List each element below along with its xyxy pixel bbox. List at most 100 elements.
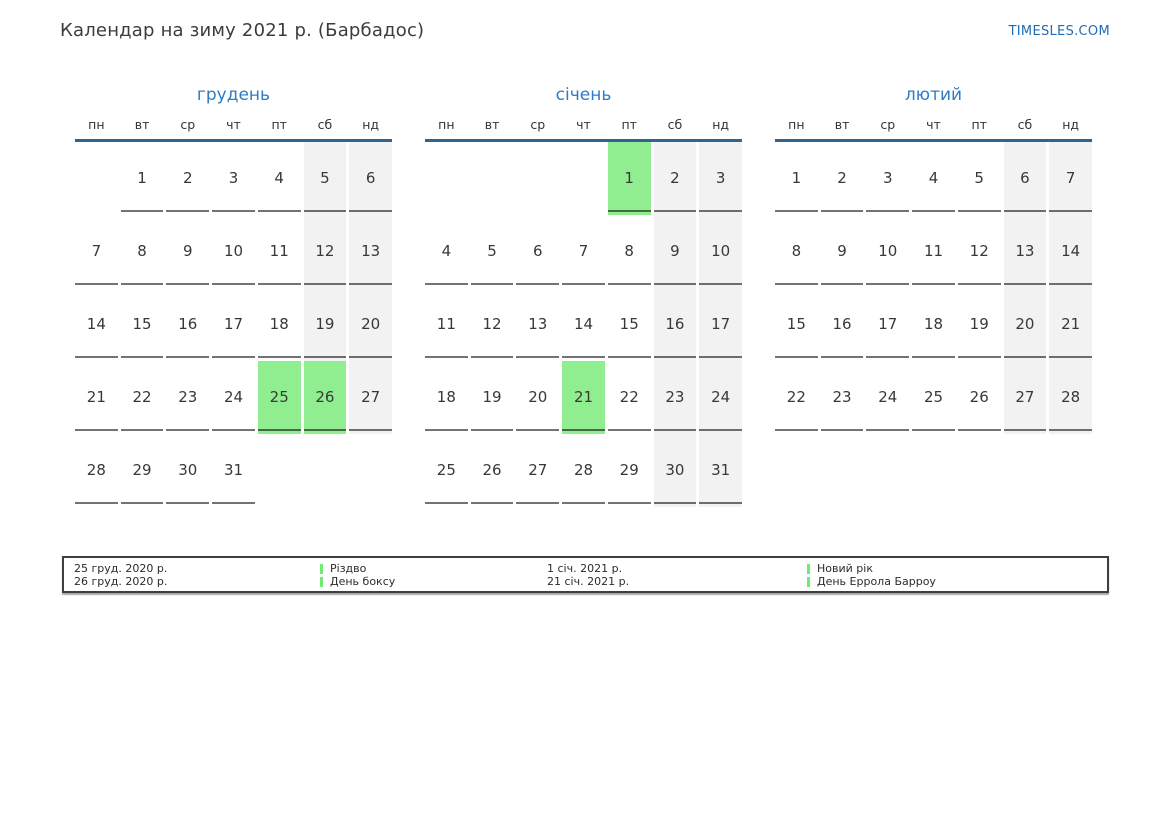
holiday-legend: 25 груд. 2020 р. 26 груд. 2020 р. Різдво Де… [62, 556, 1109, 593]
day-cell: 22 [775, 361, 818, 434]
empty-cell [425, 142, 468, 215]
legend-date: 25 груд. 2020 р. [74, 562, 168, 575]
day-cell: 31 [699, 433, 742, 507]
day-cell: 13 [349, 214, 392, 288]
day-cell: 28 [75, 434, 118, 507]
legend-date: 26 груд. 2020 р. [74, 575, 168, 588]
weekday-label: пн [88, 117, 105, 132]
day-cell: 9 [166, 215, 209, 288]
weekday-label: вт [834, 117, 850, 132]
weekday-underline [75, 139, 392, 142]
day-cell: 2 [166, 142, 209, 215]
day-cell: 24 [866, 361, 909, 434]
holiday-name: День Еррола Барроу [817, 575, 936, 588]
day-cell: 8 [607, 215, 651, 288]
weekday-label: чт [226, 117, 241, 132]
day-cell: 18 [425, 361, 468, 434]
legend-holiday: Різдво [320, 562, 547, 575]
weekday-header: пн вт ср чт пт сб нд [75, 116, 392, 134]
weekday-label: чт [576, 117, 591, 132]
legend-holiday: День боксу [320, 575, 547, 588]
day-cell: 23 [653, 360, 697, 434]
page-title: Календар на зиму 2021 р. (Барбадос) [60, 20, 425, 41]
day-cell: 20 [1003, 287, 1047, 361]
month-title: грудень [196, 85, 271, 105]
day-cell: 25 [912, 361, 955, 434]
site-link[interactable]: TIMESLES.COM [1008, 24, 1110, 39]
day-cell: 7 [1049, 141, 1092, 215]
day-grid: 1 2 3 4 5 6 7 8 9 10 11 12 13 14 15 16 17 18 19 20 21 22 23 24 2… [425, 141, 742, 507]
day-cell: 25 [425, 434, 468, 507]
day-cell: 24 [212, 361, 255, 434]
day-cell: 10 [699, 214, 742, 288]
month-title: лютий [904, 85, 963, 105]
day-cell: 23 [820, 361, 864, 434]
day-cell: 4 [912, 142, 955, 215]
day-cell: 15 [607, 288, 651, 361]
weekday-label: ср [530, 117, 546, 132]
day-cell: 4 [425, 215, 468, 288]
day-cell: 19 [470, 361, 514, 434]
day-cell: 13 [516, 288, 559, 361]
day-cell: 11 [257, 215, 301, 288]
day-cell: 5 [303, 141, 347, 215]
day-cell: 16 [166, 288, 209, 361]
day-cell: 21 [1049, 287, 1092, 361]
month-січень: січень пн вт ср чт пт сб нд 1 2 3 4 5 6 7 8 9 10 11 12 13 14 1… [425, 84, 742, 507]
day-cell: 6 [516, 215, 559, 288]
day-grid: 1 2 3 4 5 6 7 8 9 10 11 12 13 14 15 16 17 18 19 20 21 22 23 24 2… [75, 141, 392, 507]
empty-cell [516, 142, 559, 215]
day-cell: 10 [212, 215, 255, 288]
day-cell: 7 [75, 215, 118, 288]
day-cell: 20 [349, 287, 392, 361]
holiday-color-bar-icon [320, 563, 323, 574]
day-cell: 3 [212, 142, 255, 215]
weekday-label: вт [484, 117, 500, 132]
weekday-label: ср [880, 117, 896, 132]
weekday-label: нд [1062, 117, 1080, 132]
weekday-underline [425, 139, 742, 142]
weekday-label: нд [712, 117, 730, 132]
day-cell: 3 [699, 141, 742, 215]
day-cell: 16 [653, 287, 697, 361]
day-cell: 22 [607, 361, 651, 434]
day-cell: 1 [775, 142, 818, 215]
day-cell: 1 [120, 142, 164, 215]
weekday-label: сб [667, 117, 683, 132]
empty-cell [304, 434, 347, 507]
day-cell: 15 [120, 288, 164, 361]
day-cell: 17 [212, 288, 255, 361]
weekday-label: пт [271, 117, 287, 132]
day-cell: 12 [957, 215, 1001, 288]
day-cell: 12 [470, 288, 514, 361]
weekday-label: нд [362, 117, 380, 132]
day-cell: 8 [120, 215, 164, 288]
weekday-label: пн [438, 117, 455, 132]
day-cell: 24 [699, 360, 742, 434]
day-cell: 3 [866, 142, 909, 215]
day-cell: 28 [1049, 360, 1092, 434]
month-грудень: грудень пн вт ср чт пт сб нд 1 2 3 4 5 6 7 8 9 10 11 12 13 14… [75, 84, 392, 507]
holiday-day-cell: 26 [303, 360, 347, 434]
legend-date: 1 січ. 2021 р. [547, 562, 623, 575]
weekday-label: вт [134, 117, 150, 132]
day-cell: 12 [303, 214, 347, 288]
day-cell: 7 [562, 215, 605, 288]
day-cell: 15 [775, 288, 818, 361]
holiday-color-bar-icon [320, 576, 323, 587]
day-cell: 8 [775, 215, 818, 288]
day-cell: 28 [562, 434, 605, 507]
holiday-name: День боксу [330, 575, 396, 588]
day-cell: 17 [866, 288, 909, 361]
months-row: грудень пн вт ср чт пт сб нд 1 2 3 4 5 6 7 8 9 10 11 12 13 14… [75, 84, 1092, 507]
weekday-label: пт [621, 117, 637, 132]
day-cell: 5 [957, 142, 1001, 215]
day-cell: 29 [120, 434, 164, 507]
day-cell: 29 [607, 434, 651, 507]
weekday-label: пт [971, 117, 987, 132]
month-title: січень [555, 85, 612, 105]
day-cell: 26 [470, 434, 514, 507]
day-cell: 11 [912, 215, 955, 288]
day-cell: 19 [957, 288, 1001, 361]
day-cell: 27 [1003, 360, 1047, 434]
